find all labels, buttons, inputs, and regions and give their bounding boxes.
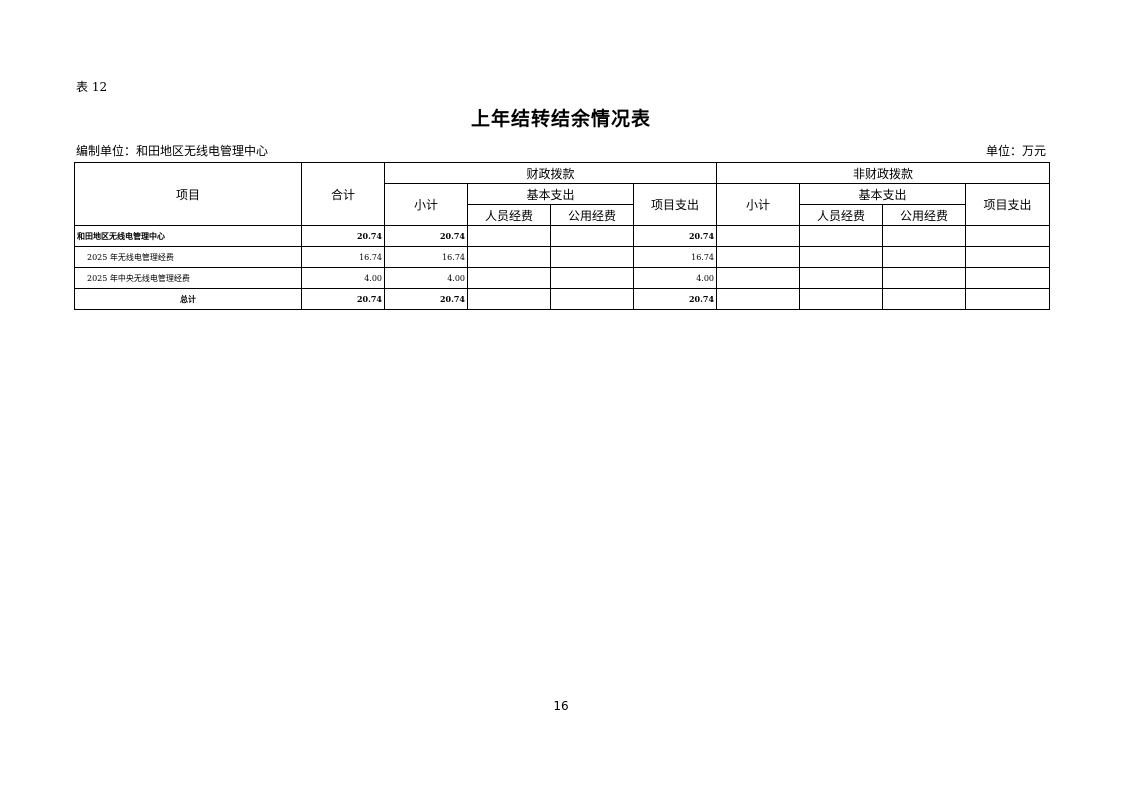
cell-n-project [965,267,1051,289]
cell-f-personnel [467,288,551,310]
header-fiscal-subtotal: 小计 [384,183,468,226]
cell-n-personnel [799,267,884,289]
table-row: 2025 年中央无线电管理经费 4.00 4.00 4.00 [74,267,1051,289]
cell-name: 2025 年无线电管理经费 [74,246,302,268]
header-non-fiscal-project: 项目支出 [965,183,1051,226]
page-title: 上年结转结余情况表 [470,108,651,130]
cell-f-public [550,288,634,310]
cell-n-project [965,246,1051,268]
header-fiscal-project: 项目支出 [632,183,718,226]
cell-total: 20.74 [301,288,385,310]
header-total: 合计 [301,162,385,226]
currency-unit: 单位：万元 [985,144,1046,158]
cell-f-sub: 16.74 [384,246,468,268]
cell-f-project: 20.74 [632,225,718,247]
cell-name: 和田地区无线电管理中心 [74,225,302,247]
header-non-fiscal-personnel: 人员经费 [799,204,884,226]
header-item: 项目 [74,162,302,226]
page-number: 16 [553,699,569,713]
cell-n-personnel [799,225,884,247]
table-row: 总计 20.74 20.74 20.74 [74,288,1051,310]
header-fiscal-public: 公用经费 [550,204,634,226]
cell-f-project: 4.00 [632,267,718,289]
cell-n-project [965,288,1051,310]
header-fiscal-basic: 基本支出 [467,183,634,205]
table-label: 表 12 [76,80,108,94]
cell-n-project [965,225,1051,247]
cell-f-public [550,225,634,247]
table-row: 和田地区无线电管理中心 20.74 20.74 20.74 [74,225,1051,247]
header-non-fiscal: 非财政拨款 [716,162,1051,184]
table-row: 2025 年无线电管理经费 16.74 16.74 16.74 [74,246,1051,268]
header-fiscal-personnel: 人员经费 [467,204,551,226]
cell-f-personnel [467,267,551,289]
compiling-unit: 编制单位：和田地区无线电管理中心 [76,144,269,158]
cell-f-public [550,246,634,268]
header-non-fiscal-subtotal: 小计 [716,183,801,226]
cell-n-public [882,246,967,268]
carryover-balance-table: 项目 合计 财政拨款 非财政拨款 小计 基本支出 项目支出 小计 基本支出 项目… [74,162,1051,310]
cell-n-public [882,267,967,289]
cell-f-sub: 20.74 [384,225,468,247]
header-fiscal: 财政拨款 [383,162,718,184]
cell-n-sub [716,246,801,268]
cell-f-public [550,267,634,289]
cell-name: 2025 年中央无线电管理经费 [74,267,302,289]
header-non-fiscal-public: 公用经费 [882,204,967,226]
cell-n-sub [716,288,801,310]
cell-f-project: 20.74 [632,288,718,310]
cell-n-public [882,288,967,310]
cell-f-sub: 4.00 [384,267,468,289]
cell-f-project: 16.74 [632,246,718,268]
cell-n-personnel [799,246,884,268]
cell-total: 16.74 [301,246,385,268]
cell-f-sub: 20.74 [384,288,468,310]
cell-f-personnel [467,225,551,247]
cell-n-public [882,225,967,247]
header-non-fiscal-basic: 基本支出 [799,183,967,205]
cell-f-personnel [467,246,551,268]
cell-name: 总计 [74,288,302,310]
cell-n-sub [716,225,801,247]
cell-n-personnel [799,288,884,310]
cell-n-sub [716,267,801,289]
cell-total: 4.00 [301,267,385,289]
cell-total: 20.74 [301,225,385,247]
